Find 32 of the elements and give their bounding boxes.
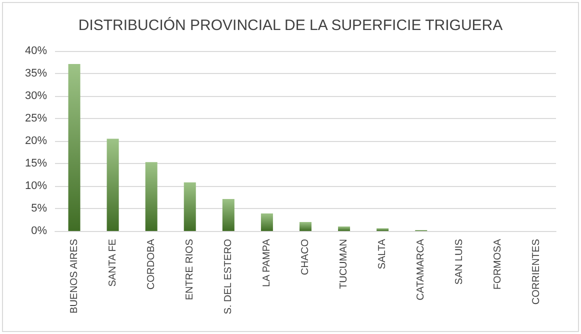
x-tick-label: LA PAMPA	[261, 238, 272, 287]
x-tick-label: CATAMARCA	[416, 238, 427, 300]
bar	[338, 226, 350, 231]
bar	[222, 199, 234, 231]
y-tick-label: 30%	[24, 90, 48, 102]
bar	[300, 222, 312, 231]
y-tick-label: 0%	[31, 225, 48, 237]
x-tick-label: SALTA	[377, 238, 388, 270]
y-tick-label: 25%	[24, 112, 48, 124]
x-tick-label: SANTA FE	[107, 238, 118, 287]
y-tick-label: 35%	[24, 68, 48, 80]
bar	[106, 138, 119, 231]
y-tick-label: 20%	[24, 135, 48, 147]
x-tick-label: ENTRE RIOS	[184, 238, 196, 300]
x-tick-label: TUCUMAN	[338, 239, 350, 289]
x-tick-label: CORDOBA	[146, 238, 157, 290]
bar	[184, 182, 196, 231]
x-tick-label: BUENOS AIRES	[68, 238, 80, 314]
bar	[376, 228, 389, 231]
x-tick-label: CHACO	[300, 238, 311, 276]
y-tick-label: 5%	[31, 202, 48, 214]
y-tick-label: 40%	[24, 45, 48, 57]
x-tick-label: S. DEL ESTERO	[222, 238, 234, 314]
x-tick-label: CORRIENTES	[531, 238, 542, 305]
y-tick-label: 10%	[24, 180, 48, 192]
chart-title: DISTRIBUCIÓN PROVINCIAL DE LA SUPERFICIE TRIGUERA	[78, 16, 503, 34]
x-tick-label: FORMOSA	[492, 238, 504, 290]
y-tick-label: 15%	[24, 158, 48, 170]
bar	[260, 213, 273, 231]
bar	[145, 162, 158, 231]
x-tick-label: SAN LUIS	[454, 238, 466, 285]
bar	[68, 64, 80, 231]
